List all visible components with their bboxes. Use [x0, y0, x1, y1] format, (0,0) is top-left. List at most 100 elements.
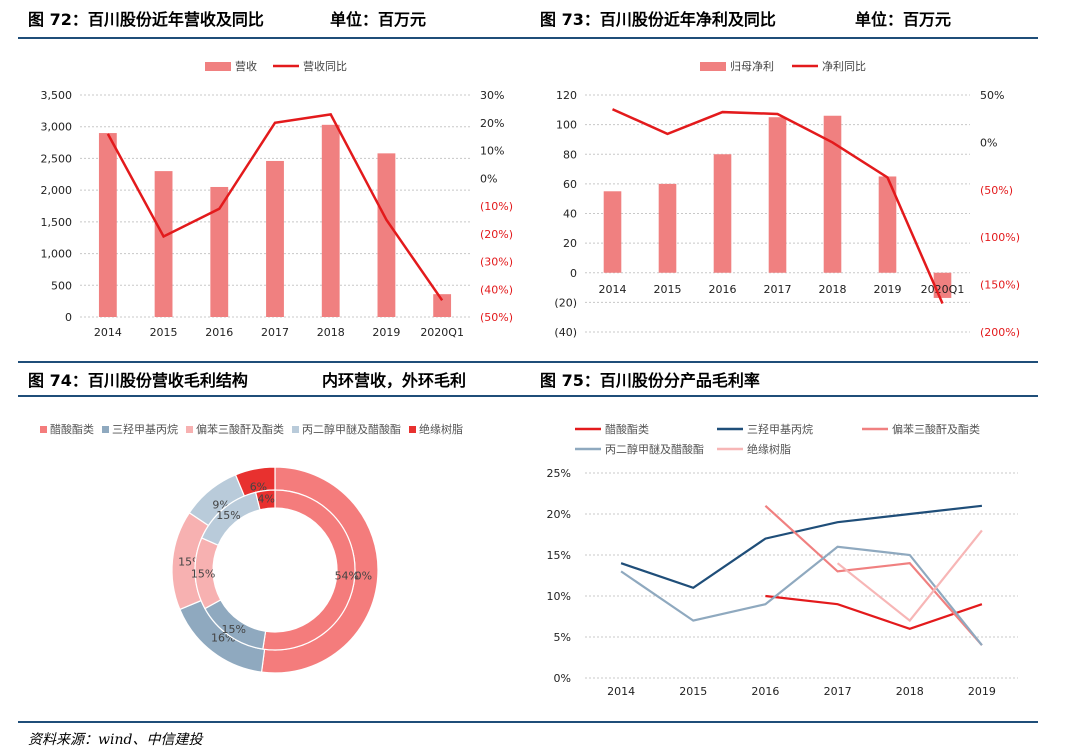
y2-tick-label: 0% — [480, 172, 497, 185]
y2-tick-label: 50% — [980, 89, 1004, 102]
y-tick-label: 10% — [547, 590, 571, 603]
x-tick-label: 2016 — [751, 685, 779, 698]
legend-label: 偏苯三酸酐及酯类 — [196, 422, 284, 436]
bar — [713, 154, 732, 273]
legend-label-line: 营收同比 — [303, 59, 347, 73]
bar — [154, 171, 173, 317]
y-tick-label: (40) — [554, 326, 577, 339]
fig72-chart: 0 500 1,000 1,500 2,000 2,500 3,000 3,500 (50%) (… — [41, 59, 514, 339]
fig75-title: 图 75：百川股份分产品毛利率 — [540, 371, 760, 390]
x-tick-label: 2016 — [709, 283, 737, 296]
donut-label-inner: 15% — [191, 567, 215, 580]
y2-tick-label: 10% — [480, 145, 504, 158]
legend-swatch — [102, 426, 109, 433]
fig74-chart: 50%16%15%9%6%54%15%15%15%4%醋酸酯类 三羟甲基丙烷 偏苯三… — [40, 422, 463, 674]
middle-rule-bottom — [18, 395, 1038, 397]
fig74-note: 内环营收，外环毛利 — [322, 371, 467, 390]
y-tick-label: 25% — [547, 467, 571, 480]
donut-label-inner: 15% — [216, 509, 240, 522]
fig73-chart: (40) (20) 0 20 40 60 80 100 120 (200%) (150%) (100%… — [554, 59, 1020, 339]
y2-tick-label: (40%) — [480, 283, 513, 296]
y-tick-label: 0% — [554, 672, 571, 685]
y-tick-label: 500 — [51, 279, 72, 292]
donut-label-inner: 54% — [335, 569, 359, 582]
bar — [658, 183, 677, 273]
legend-label-bar: 归母净利 — [730, 59, 774, 73]
y-tick-label: 0 — [65, 311, 72, 324]
y2-tick-label: 30% — [480, 89, 504, 102]
legend-swatch-bar — [700, 62, 726, 71]
x-tick-label: 2017 — [824, 685, 852, 698]
y-tick-label: 1,500 — [41, 216, 73, 229]
fig75-chart: 0% 5% 10% 15% 20% 25% 2014 2015 2016 2017 2018 2019… — [547, 422, 1018, 698]
fig74-title: 图 74：百川股份营收毛利结构 — [28, 371, 248, 390]
legend-swatch — [409, 426, 416, 433]
series-line — [765, 594, 983, 630]
legend-label: 三羟甲基丙烷 — [747, 422, 813, 436]
bar — [433, 294, 452, 317]
bar — [768, 117, 787, 273]
top-rule — [18, 37, 1038, 39]
y2-tick-label: (30%) — [480, 256, 513, 269]
x-tick-label: 2015 — [150, 326, 178, 339]
x-tick-label: 2014 — [94, 326, 122, 339]
bar — [266, 160, 284, 317]
x-tick-label: 2014 — [607, 685, 635, 698]
legend-swatch — [40, 426, 47, 433]
x-tick-label: 2018 — [896, 685, 924, 698]
y2-tick-label: (150%) — [980, 279, 1020, 292]
fig73-unit: 单位：百万元 — [855, 10, 952, 29]
x-tick-label: 2015 — [679, 685, 707, 698]
y-tick-label: 1,000 — [41, 248, 73, 261]
y2-tick-label: (20%) — [480, 228, 513, 241]
donut-label-inner: 4% — [258, 493, 275, 506]
y-tick-label: 100 — [556, 119, 577, 132]
bar — [210, 186, 229, 317]
y-tick-label: 2,500 — [41, 152, 73, 165]
legend-label: 三羟甲基丙烷 — [112, 422, 178, 436]
y-tick-label: 15% — [547, 549, 571, 562]
legend-label-line: 净利同比 — [822, 59, 866, 73]
x-tick-label: 2020Q1 — [921, 283, 965, 296]
y-tick-label: 3,000 — [41, 121, 73, 134]
legend-label: 丙二醇甲醚及醋酸酯 — [605, 442, 704, 456]
legend-label: 醋酸酯类 — [50, 422, 94, 436]
x-tick-label: 2017 — [764, 283, 792, 296]
yoy-line — [106, 113, 444, 302]
y2-tick-label: (100%) — [980, 231, 1020, 244]
y2-tick-label: 20% — [480, 117, 504, 130]
y-tick-label: 80 — [563, 148, 577, 161]
y-tick-label: 60 — [563, 178, 577, 191]
bar — [823, 115, 842, 273]
y-tick-label: (20) — [554, 296, 577, 309]
x-tick-label: 2018 — [317, 326, 345, 339]
x-tick-label: 2017 — [261, 326, 289, 339]
legend-label: 绝缘树脂 — [419, 422, 463, 436]
y-tick-label: 40 — [563, 208, 577, 221]
series-line — [764, 504, 983, 646]
bar — [603, 191, 622, 273]
legend-swatch — [292, 426, 299, 433]
fig72-unit: 单位：百万元 — [330, 10, 427, 29]
y-tick-label: 0 — [570, 267, 577, 280]
bar — [377, 153, 396, 317]
legend-swatch — [186, 426, 193, 433]
y2-tick-label: 0% — [980, 136, 997, 149]
bar — [321, 124, 340, 317]
legend-label: 绝缘树脂 — [747, 442, 791, 456]
source-footer: 资料来源：wind、中信建投 — [28, 732, 203, 748]
y2-tick-label: (50%) — [480, 311, 513, 324]
legend-swatch-bar — [205, 62, 231, 71]
legend-label: 丙二醇甲醚及醋酸酯 — [302, 422, 401, 436]
y-tick-label: 20% — [547, 508, 571, 521]
series-line — [836, 529, 983, 623]
x-tick-label: 2019 — [874, 283, 902, 296]
donut-slice-inner — [254, 489, 276, 511]
x-tick-label: 2018 — [819, 283, 847, 296]
y-tick-label: 120 — [556, 89, 577, 102]
donut-label-inner: 15% — [222, 623, 246, 636]
fig73-title: 图 73：百川股份近年净利及同比 — [540, 10, 776, 29]
x-tick-label: 2016 — [205, 326, 233, 339]
bar — [98, 133, 117, 317]
series-line — [620, 504, 983, 590]
